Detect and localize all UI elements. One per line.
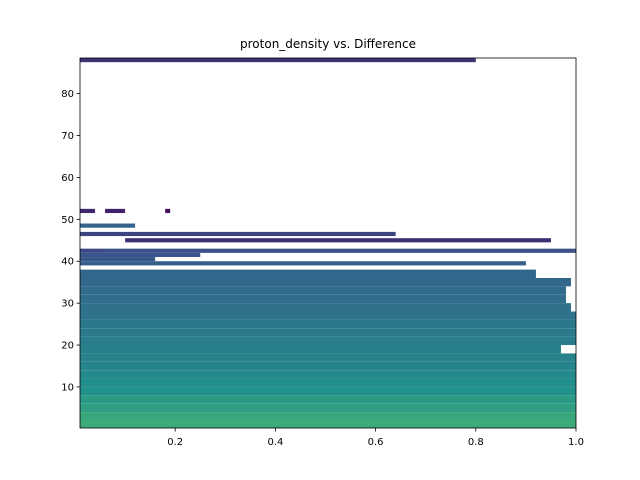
heatmap-band-10 — [80, 336, 576, 346]
heatmap-band-15 — [80, 294, 566, 304]
heatmap-band-18 — [80, 269, 536, 278]
heatmap-band-29 — [165, 208, 171, 214]
heatmap-band-17 — [80, 277, 571, 287]
heatmap-band-25 — [80, 231, 396, 237]
y-tick-label: 10 — [61, 382, 74, 393]
heatmap-band-16 — [80, 286, 566, 295]
heatmap-band-24 — [125, 238, 551, 243]
heatmap-band-26 — [80, 223, 136, 228]
heatmap-band-23 — [105, 248, 577, 253]
plot-frame — [79, 57, 577, 429]
y-tick-label: 70 — [61, 131, 74, 142]
heatmap-band-22 — [80, 248, 106, 253]
chart-title: proton_density vs. Difference — [240, 37, 416, 51]
heatmap-band-6 — [80, 370, 576, 379]
heatmap-band-28 — [105, 208, 126, 214]
heatmap-band-30 — [80, 58, 476, 63]
y-tick-label: 80 — [61, 89, 74, 100]
y-tick-label: 20 — [61, 341, 74, 352]
y-tick-label: 60 — [61, 173, 74, 184]
heatmap-band-11 — [80, 328, 576, 337]
x-tick-label: 0.6 — [368, 437, 384, 448]
x-axis: 0.2 0.4 0.6 0.8 1.0 — [167, 428, 584, 448]
heatmap-band-19 — [80, 261, 526, 266]
heatmap-band-21 — [80, 252, 201, 258]
heatmap-band-1 — [80, 412, 576, 421]
heatmap-band-27 — [80, 208, 96, 214]
x-tick-label: 0.2 — [167, 437, 183, 448]
x-tick-label: 0.8 — [468, 437, 484, 448]
heatmap-band-7 — [80, 361, 576, 371]
y-tick-label: 40 — [61, 257, 74, 268]
y-tick-label: 30 — [61, 299, 74, 310]
heatmap-band-12 — [80, 319, 576, 329]
heatmap-band-2 — [80, 403, 576, 413]
heatmap-band-3 — [80, 395, 576, 404]
heatmap-band-4 — [80, 386, 576, 396]
heatmap-cells — [80, 58, 577, 428]
heatmap-band-13 — [80, 311, 576, 320]
heatmap-band-8 — [80, 353, 576, 362]
x-tick-label: 1.0 — [568, 437, 584, 448]
heatmap-band-9 — [80, 345, 561, 354]
heatmap-band-5 — [80, 378, 576, 387]
y-axis: 10 20 30 40 50 60 70 80 — [61, 89, 80, 393]
heatmap-band-0 — [80, 420, 576, 428]
heatmap-band-20 — [80, 257, 156, 262]
y-tick-label: 50 — [61, 215, 74, 226]
x-tick-label: 0.4 — [267, 437, 283, 448]
heatmap-band-14 — [80, 303, 571, 312]
